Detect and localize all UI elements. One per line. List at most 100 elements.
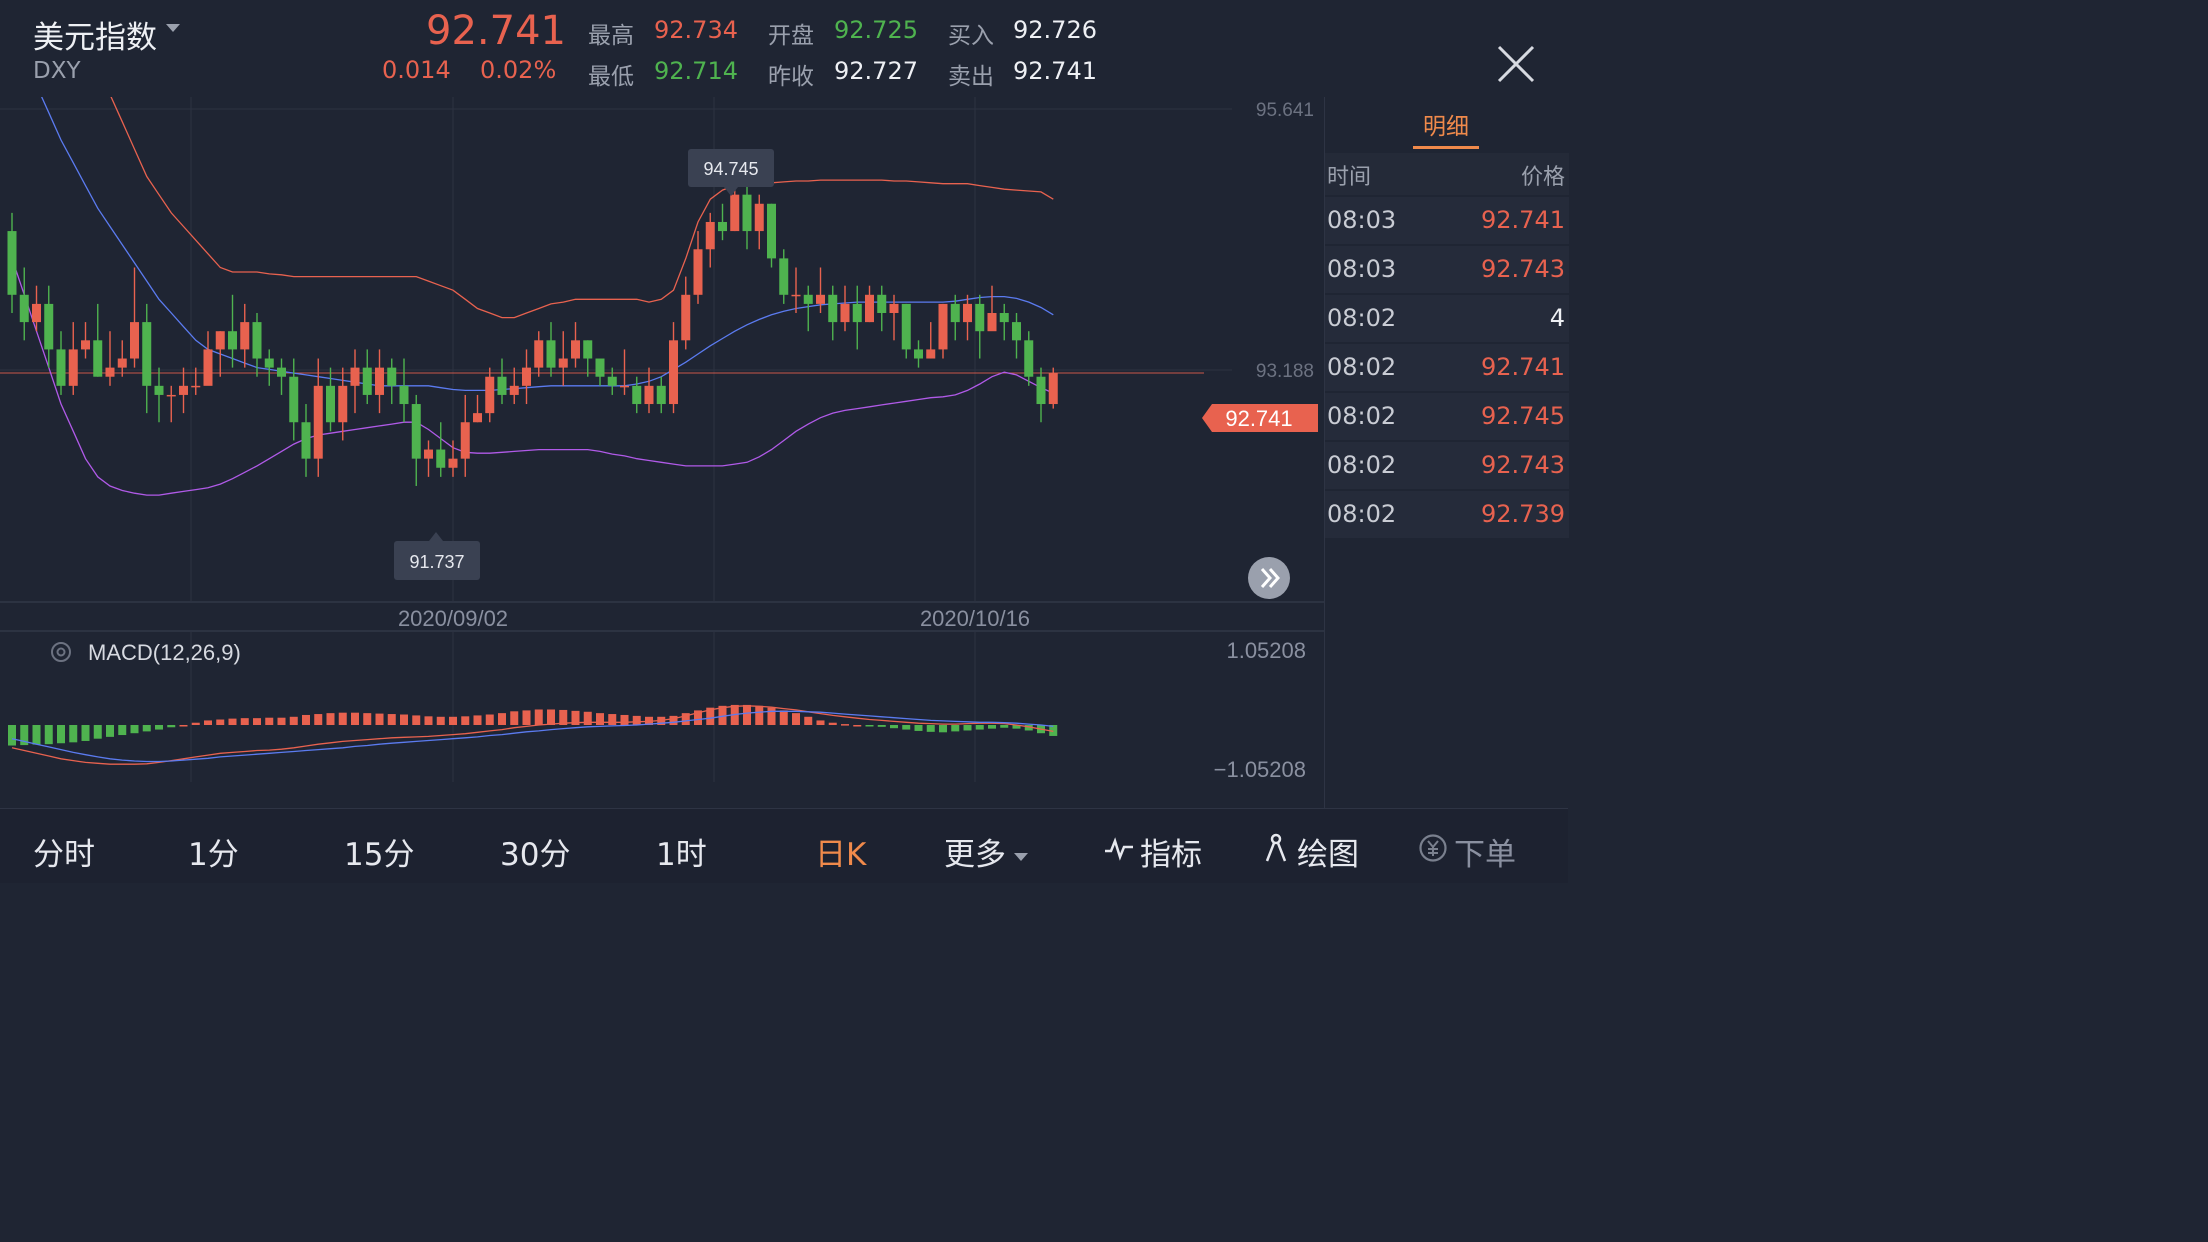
candle [289,358,299,441]
macd-bar [57,725,65,744]
macd-bar [743,704,751,725]
candle [154,367,164,423]
low-value: 92.714 [654,57,738,85]
candle [950,294,960,341]
yuan-coin-icon[interactable] [1418,833,1448,863]
bollinger-upper-line [110,97,1054,319]
tab-1hour[interactable]: 1时 [656,837,707,873]
candle [877,285,887,332]
tab-draw[interactable]: 绘图 [1297,837,1359,873]
ask-value: 92.741 [1013,57,1097,85]
candle [228,294,237,368]
candle [411,394,421,486]
price-change-percent: 0.02% [480,56,557,84]
tab-detail[interactable]: 明细 [1325,97,1569,149]
candle [473,394,482,423]
candle [852,285,862,350]
close-icon[interactable] [1496,44,1536,84]
tab-1min[interactable]: 1分 [188,837,239,873]
indicator-icon[interactable] [1104,837,1134,861]
double-chevron-right-icon [1260,568,1281,588]
candle [166,385,176,423]
macd-bar [988,725,996,729]
macd-bar [20,725,29,746]
macd-bar [571,710,580,725]
ask-label: 卖出 [948,64,994,90]
tab-indicator[interactable]: 指标 [1140,837,1202,873]
macd-bar [191,722,200,725]
instrument-name[interactable]: 美元指数 [33,20,157,56]
macd-axis-bottom: −1.05208 [1214,757,1306,782]
macd-bar [44,725,53,745]
tab-more[interactable]: 更多 [944,837,1006,873]
macd-bar [547,709,555,725]
trade-row: 08:02 4 [1325,295,1569,342]
draw-pen-icon[interactable] [1264,833,1288,863]
trade-price: 92.739 [1481,500,1565,528]
macd-bar [167,725,176,728]
date-label-1: 2020/09/02 [398,606,508,631]
macd-bar [816,720,825,725]
date-label-2: 2020/10/16 [920,606,1030,631]
candle [203,331,213,386]
tab-timeshare[interactable]: 分时 [33,837,95,873]
macd-bar [804,716,813,725]
macd-bar [461,716,470,725]
macd-bar [939,725,947,733]
more-caret-icon[interactable] [1014,853,1028,863]
candle [1012,313,1021,359]
candle [681,276,691,350]
macd-bar [400,714,408,725]
high-value: 92.734 [654,16,738,44]
candle [301,404,311,477]
quote-header: 美元指数 DXY 92.741 0.014 0.02% 最高 92.734 最低… [0,0,1568,98]
candle [105,331,115,386]
macd-bar [130,725,139,734]
tab-15min[interactable]: 15分 [344,837,415,873]
candle [742,185,752,250]
macd-bar [277,717,286,725]
candle [620,349,629,395]
macd-settings-icon[interactable] [51,642,71,662]
macd-bar [326,713,335,725]
trade-price: 92.745 [1481,402,1565,430]
macd-bar [289,716,298,725]
candle [730,190,740,232]
trade-row: 08:02 92.741 [1325,344,1569,391]
trade-price: 4 [1549,304,1565,332]
macd-bar [142,725,151,732]
dropdown-caret-icon[interactable] [166,24,180,34]
candle [326,367,335,432]
candle [767,203,776,268]
candle [448,440,458,477]
candle [779,249,789,304]
trade-row: 08:02 92.739 [1325,491,1569,538]
macd-bar [718,705,727,725]
macd-dea-line [11,710,1054,763]
tab-daily-k[interactable]: 日K [815,837,867,873]
candle [914,340,923,368]
prev-close-label: 昨收 [768,64,814,90]
current-price-tag: 92.741 [1202,404,1318,432]
candle [191,367,201,395]
candle [632,376,642,414]
scroll-to-latest-button[interactable] [1248,557,1290,599]
candle [277,358,286,395]
macd-bar [106,725,114,737]
tab-30min[interactable]: 30分 [500,837,571,873]
macd-bar [498,713,506,725]
candle [1048,367,1058,409]
macd-bar [1000,725,1009,728]
open-value: 92.725 [834,16,918,44]
candle [901,303,911,359]
kline-chart[interactable]: 95.641 93.188 92.741 94.745 91.737 2020/… [0,97,1324,808]
candle [987,285,997,332]
candle [44,285,54,368]
macd-bar [1049,725,1058,736]
candle [571,322,580,368]
tab-place-order[interactable]: 下单 [1454,837,1516,873]
candle [754,194,764,250]
macd-bar [926,725,935,732]
macd-bar [424,716,433,725]
candle [1024,331,1034,386]
